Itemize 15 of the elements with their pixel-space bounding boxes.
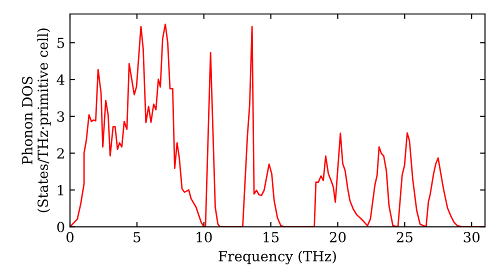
- y-tick-label: 4: [56, 74, 64, 85]
- x-axis-title: Frequency (THz): [218, 250, 336, 264]
- y-tick-label: 5: [57, 38, 64, 48]
- x-tick-label: 10: [196, 232, 212, 242]
- y-tick-label: 0: [57, 222, 64, 232]
- x-tick-label: 5: [134, 232, 140, 242]
- x-tick-label: 20: [330, 232, 346, 242]
- x-tick-label: 30: [464, 232, 480, 242]
- x-tick-label: 25: [396, 232, 412, 242]
- y-tick-label: 3: [57, 111, 64, 122]
- y-tick-label: 2: [57, 148, 64, 158]
- y-axis-title: Phonon DOS (States/THz·primitive cell): [22, 28, 51, 212]
- x-tick-label: 0: [66, 232, 74, 242]
- x-tick-label: 15: [264, 232, 279, 242]
- y-tick-label: 1: [58, 184, 64, 196]
